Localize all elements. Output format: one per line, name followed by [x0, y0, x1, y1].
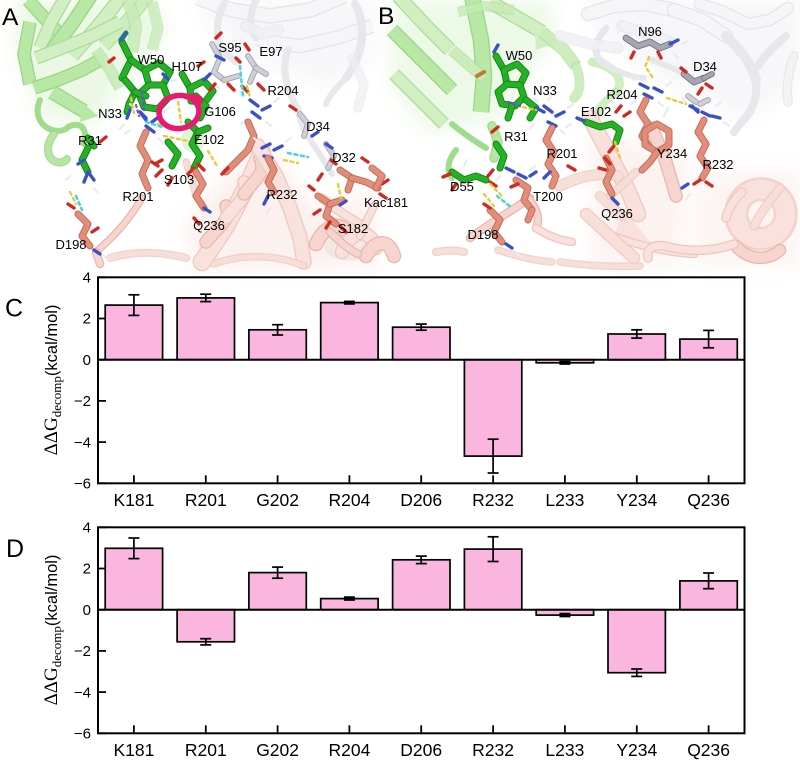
svg-text:Q236: Q236 — [687, 490, 730, 510]
svg-text:D198: D198 — [467, 227, 498, 242]
svg-text:R201: R201 — [185, 490, 227, 510]
svg-text:W50: W50 — [138, 52, 165, 67]
svg-text:R232: R232 — [472, 740, 514, 760]
svg-text:S103: S103 — [164, 172, 194, 187]
svg-text:D32: D32 — [332, 150, 356, 165]
svg-text:D206: D206 — [400, 740, 442, 760]
svg-text:−4: −4 — [74, 434, 91, 451]
svg-text:L233: L233 — [545, 740, 584, 760]
svg-text:R204: R204 — [267, 83, 298, 98]
svg-text:D34: D34 — [693, 59, 717, 74]
svg-text:D: D — [6, 535, 24, 563]
svg-text:C: C — [5, 295, 23, 323]
svg-text:Q236: Q236 — [193, 218, 225, 233]
svg-text:−2: −2 — [74, 393, 91, 410]
svg-text:ΔΔGdecomp(kcal/mol): ΔΔGdecomp(kcal/mol) — [41, 305, 64, 456]
svg-text:R31: R31 — [78, 133, 102, 148]
svg-text:0: 0 — [83, 352, 91, 369]
svg-text:S182: S182 — [338, 221, 368, 236]
svg-text:N33: N33 — [533, 83, 557, 98]
svg-text:D206: D206 — [400, 490, 442, 510]
svg-text:K181: K181 — [113, 740, 154, 760]
svg-text:Y234: Y234 — [657, 146, 687, 161]
svg-text:B: B — [378, 3, 394, 30]
svg-text:4: 4 — [83, 270, 91, 287]
svg-text:−4: −4 — [74, 684, 91, 701]
svg-text:R204: R204 — [328, 740, 370, 760]
svg-text:4: 4 — [83, 520, 91, 537]
svg-text:R201: R201 — [185, 740, 227, 760]
svg-text:Y234: Y234 — [616, 740, 657, 760]
svg-text:E102: E102 — [581, 104, 611, 119]
svg-text:N33: N33 — [98, 106, 122, 121]
svg-text:R31: R31 — [504, 129, 528, 144]
svg-text:W50: W50 — [506, 48, 533, 63]
svg-text:D55: D55 — [450, 179, 474, 194]
svg-text:0: 0 — [83, 602, 91, 619]
svg-text:G202: G202 — [256, 490, 299, 510]
svg-text:2: 2 — [83, 561, 91, 578]
svg-text:K181: K181 — [113, 490, 154, 510]
svg-text:E102: E102 — [194, 132, 224, 147]
svg-text:H107: H107 — [171, 59, 202, 74]
svg-text:ΔΔGdecomp(kcal/mol): ΔΔGdecomp(kcal/mol) — [41, 555, 64, 706]
svg-text:−2: −2 — [74, 643, 91, 660]
svg-text:G106: G106 — [204, 104, 236, 119]
svg-text:D198: D198 — [55, 237, 86, 252]
svg-text:D34: D34 — [306, 119, 330, 134]
svg-text:A: A — [2, 4, 19, 31]
svg-text:L233: L233 — [545, 490, 584, 510]
svg-text:Q236: Q236 — [687, 740, 730, 760]
svg-text:R204: R204 — [606, 87, 637, 102]
svg-text:−6: −6 — [74, 726, 91, 743]
svg-text:Q236: Q236 — [601, 206, 633, 221]
svg-text:R201: R201 — [546, 146, 577, 161]
svg-text:T200: T200 — [533, 189, 563, 204]
svg-text:S95: S95 — [218, 40, 241, 55]
svg-text:Kac181: Kac181 — [364, 195, 408, 210]
svg-text:R232: R232 — [472, 490, 514, 510]
svg-text:R204: R204 — [328, 490, 370, 510]
svg-text:−6: −6 — [74, 476, 91, 493]
svg-text:N96: N96 — [638, 24, 662, 39]
svg-text:R232: R232 — [702, 157, 733, 172]
svg-text:2: 2 — [83, 311, 91, 328]
svg-text:R201: R201 — [122, 189, 153, 204]
svg-text:Y234: Y234 — [616, 490, 657, 510]
svg-text:E97: E97 — [259, 44, 282, 59]
svg-text:G202: G202 — [256, 740, 299, 760]
svg-text:R232: R232 — [266, 187, 297, 202]
